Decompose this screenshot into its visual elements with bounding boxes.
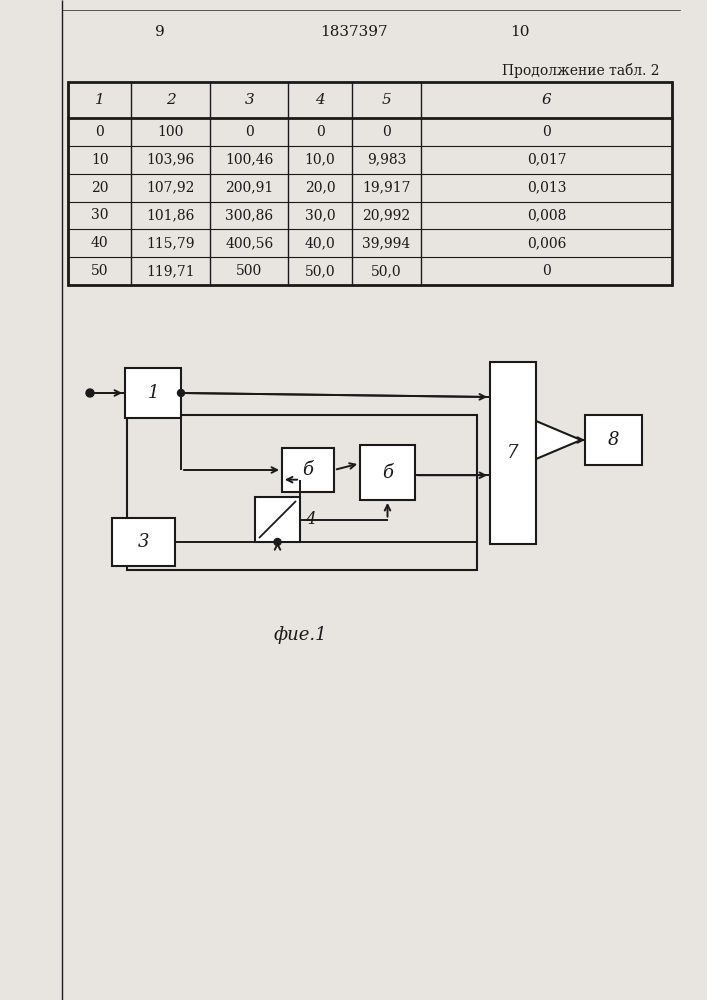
Bar bbox=[112, 518, 175, 566]
Text: б: б bbox=[382, 464, 393, 482]
Text: 10: 10 bbox=[510, 25, 530, 39]
Text: 20,0: 20,0 bbox=[305, 181, 336, 195]
Text: 2: 2 bbox=[166, 93, 175, 107]
Bar bbox=[490, 362, 536, 544]
Bar bbox=[255, 497, 300, 542]
Text: 5: 5 bbox=[382, 93, 392, 107]
Text: 50: 50 bbox=[91, 264, 108, 278]
Text: 0,008: 0,008 bbox=[527, 208, 566, 222]
Text: 0,013: 0,013 bbox=[527, 181, 566, 195]
Bar bbox=[68, 82, 672, 285]
Text: 0: 0 bbox=[542, 264, 551, 278]
Text: 3: 3 bbox=[138, 533, 149, 551]
Text: 1: 1 bbox=[95, 93, 105, 107]
Text: 0: 0 bbox=[316, 125, 325, 139]
Text: 500: 500 bbox=[236, 264, 262, 278]
Text: б: б bbox=[303, 461, 313, 479]
Bar bbox=[127, 415, 477, 570]
Circle shape bbox=[177, 389, 185, 396]
Text: 20: 20 bbox=[91, 181, 108, 195]
Text: 103,96: 103,96 bbox=[146, 153, 195, 167]
Text: 100: 100 bbox=[158, 125, 184, 139]
Text: 8: 8 bbox=[608, 431, 619, 449]
Text: 100,46: 100,46 bbox=[225, 153, 274, 167]
Text: 40: 40 bbox=[91, 236, 108, 250]
Text: 3: 3 bbox=[245, 93, 254, 107]
Bar bbox=[282, 448, 334, 492]
Text: 200,91: 200,91 bbox=[225, 181, 274, 195]
Text: 0: 0 bbox=[245, 125, 254, 139]
Circle shape bbox=[274, 538, 281, 546]
Bar bbox=[585, 415, 642, 465]
Text: 6: 6 bbox=[542, 93, 551, 107]
Text: 30,0: 30,0 bbox=[305, 208, 336, 222]
Text: 39,994: 39,994 bbox=[363, 236, 411, 250]
Text: 0: 0 bbox=[542, 125, 551, 139]
Text: 7: 7 bbox=[507, 444, 519, 462]
Text: 101,86: 101,86 bbox=[146, 208, 195, 222]
Text: 4: 4 bbox=[305, 511, 315, 528]
Text: 9: 9 bbox=[155, 25, 165, 39]
Text: 10,0: 10,0 bbox=[305, 153, 336, 167]
Text: 0,017: 0,017 bbox=[527, 153, 566, 167]
Text: 10: 10 bbox=[91, 153, 108, 167]
Text: 9,983: 9,983 bbox=[367, 153, 407, 167]
Text: 4: 4 bbox=[315, 93, 325, 107]
Text: 115,79: 115,79 bbox=[146, 236, 195, 250]
Text: Продолжение табл. 2: Продолжение табл. 2 bbox=[503, 62, 660, 78]
Text: 40,0: 40,0 bbox=[305, 236, 336, 250]
Text: 19,917: 19,917 bbox=[363, 181, 411, 195]
Text: 0,006: 0,006 bbox=[527, 236, 566, 250]
Polygon shape bbox=[536, 421, 581, 459]
Text: 300,86: 300,86 bbox=[225, 208, 274, 222]
Text: 400,56: 400,56 bbox=[225, 236, 274, 250]
Text: 50,0: 50,0 bbox=[305, 264, 336, 278]
Text: 119,71: 119,71 bbox=[146, 264, 195, 278]
Text: 20,992: 20,992 bbox=[363, 208, 411, 222]
Circle shape bbox=[86, 389, 94, 397]
Text: 107,92: 107,92 bbox=[146, 181, 195, 195]
Text: фие.1: фие.1 bbox=[273, 626, 327, 644]
Bar bbox=[125, 368, 181, 418]
Text: 1: 1 bbox=[147, 384, 159, 402]
Text: 30: 30 bbox=[91, 208, 108, 222]
Text: 1837397: 1837397 bbox=[320, 25, 388, 39]
Bar bbox=[360, 445, 415, 500]
Text: 0: 0 bbox=[382, 125, 391, 139]
Text: 0: 0 bbox=[95, 125, 104, 139]
Text: 50,0: 50,0 bbox=[371, 264, 402, 278]
